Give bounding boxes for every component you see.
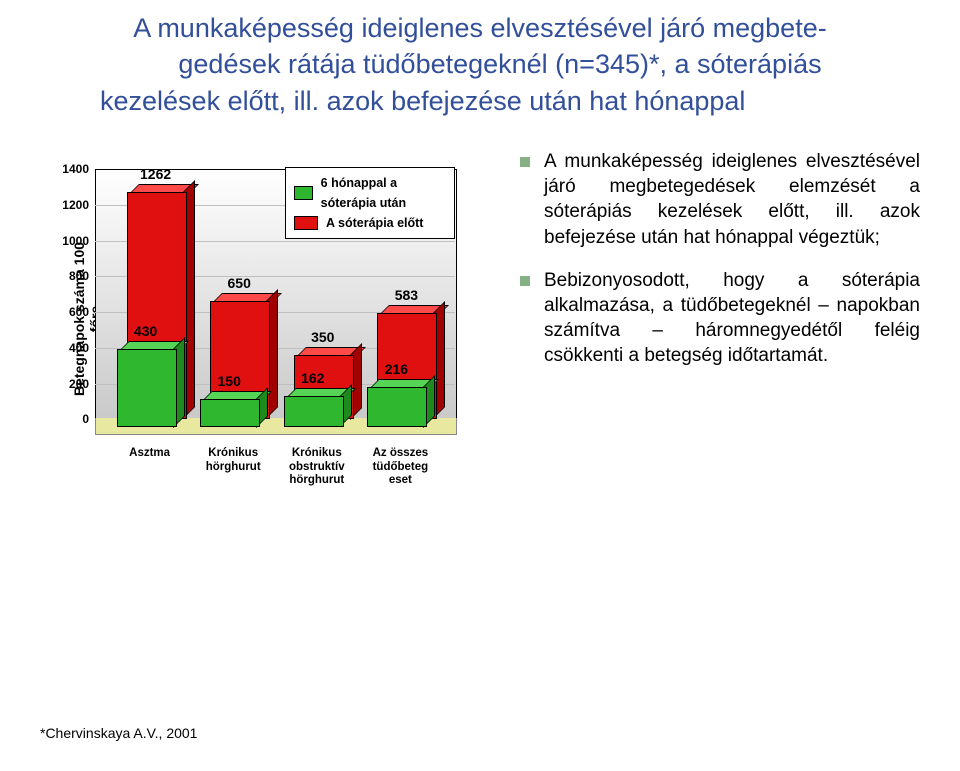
chart-column: Betegnapok száma 100 főre 02004006008001…	[0, 149, 510, 489]
bar-label-after: 162	[284, 370, 342, 386]
legend: 6 hónappal a sóterápia utánA sóterápia e…	[285, 167, 455, 239]
bullet-icon	[520, 276, 530, 286]
legend-item-after: 6 hónappal a sóterápia után	[294, 173, 446, 213]
title-block: A munkaképesség ideiglenes elvesztésével…	[0, 0, 960, 119]
legend-item-before: A sóterápia előtt	[294, 213, 446, 233]
footnote: *Chervinskaya A.V., 2001	[40, 725, 197, 741]
y-tick-label: 200	[55, 377, 89, 391]
y-tick-label: 600	[55, 305, 89, 319]
y-tick-label: 400	[55, 341, 89, 355]
bullet-icon	[520, 157, 530, 167]
y-tick-label: 1000	[55, 234, 89, 248]
y-tick-label: 800	[55, 269, 89, 283]
bar-label-after: 430	[117, 323, 175, 339]
bullet-text-1: A munkaképesség ideiglenes elvesztésével…	[544, 149, 920, 249]
y-tick-label: 1200	[55, 198, 89, 212]
ylabel-line1: Betegnapok száma 100	[71, 242, 87, 396]
bar-label-before: 350	[294, 329, 352, 345]
legend-swatch-after	[294, 186, 313, 200]
legend-label-after: 6 hónappal a sóterápia után	[321, 173, 446, 213]
y-tick-label: 0	[55, 412, 89, 426]
legend-swatch-before	[294, 216, 318, 230]
bar-after	[117, 351, 175, 428]
legend-label-before: A sóterápia előtt	[326, 213, 423, 233]
title-line-3: kezelések előtt, ill. azok befejezése ut…	[60, 83, 900, 119]
title-line-1: A munkaképesség ideiglenes elvesztésével…	[60, 10, 900, 46]
chart-frame: Betegnapok száma 100 főre 02004006008001…	[20, 149, 480, 489]
bar-after	[200, 401, 258, 428]
main-row: Betegnapok száma 100 főre 02004006008001…	[0, 149, 960, 489]
x-category-label: Asztma	[109, 447, 191, 460]
bar-label-after: 150	[200, 373, 258, 389]
x-category-label: Az összestüdőbetegeset	[359, 447, 441, 487]
bullet-2: Bebizonyosodott, hogy a sóterápia alkalm…	[520, 268, 920, 368]
x-category-label: Krónikushörghurut	[192, 447, 274, 473]
bar-after	[367, 389, 425, 428]
plot-area: 02004006008001000120014001262430Asztma65…	[95, 169, 455, 419]
bullets-column: A munkaképesség ideiglenes elvesztésével…	[510, 149, 960, 386]
title-line-2: gedések rátája tüdőbetegeknél (n=345)*, …	[60, 46, 900, 82]
bullet-1: A munkaképesség ideiglenes elvesztésével…	[520, 149, 920, 249]
x-category-label: Krónikusobstruktívhörghurut	[276, 447, 358, 487]
bar-label-before: 583	[377, 287, 435, 303]
bar-label-after: 216	[367, 361, 425, 377]
bar-label-before: 1262	[127, 166, 185, 182]
y-tick-label: 1400	[55, 162, 89, 176]
bar-after	[284, 398, 342, 427]
bullet-text-2: Bebizonyosodott, hogy a sóterápia alkalm…	[544, 268, 920, 368]
bar-label-before: 650	[210, 275, 268, 291]
